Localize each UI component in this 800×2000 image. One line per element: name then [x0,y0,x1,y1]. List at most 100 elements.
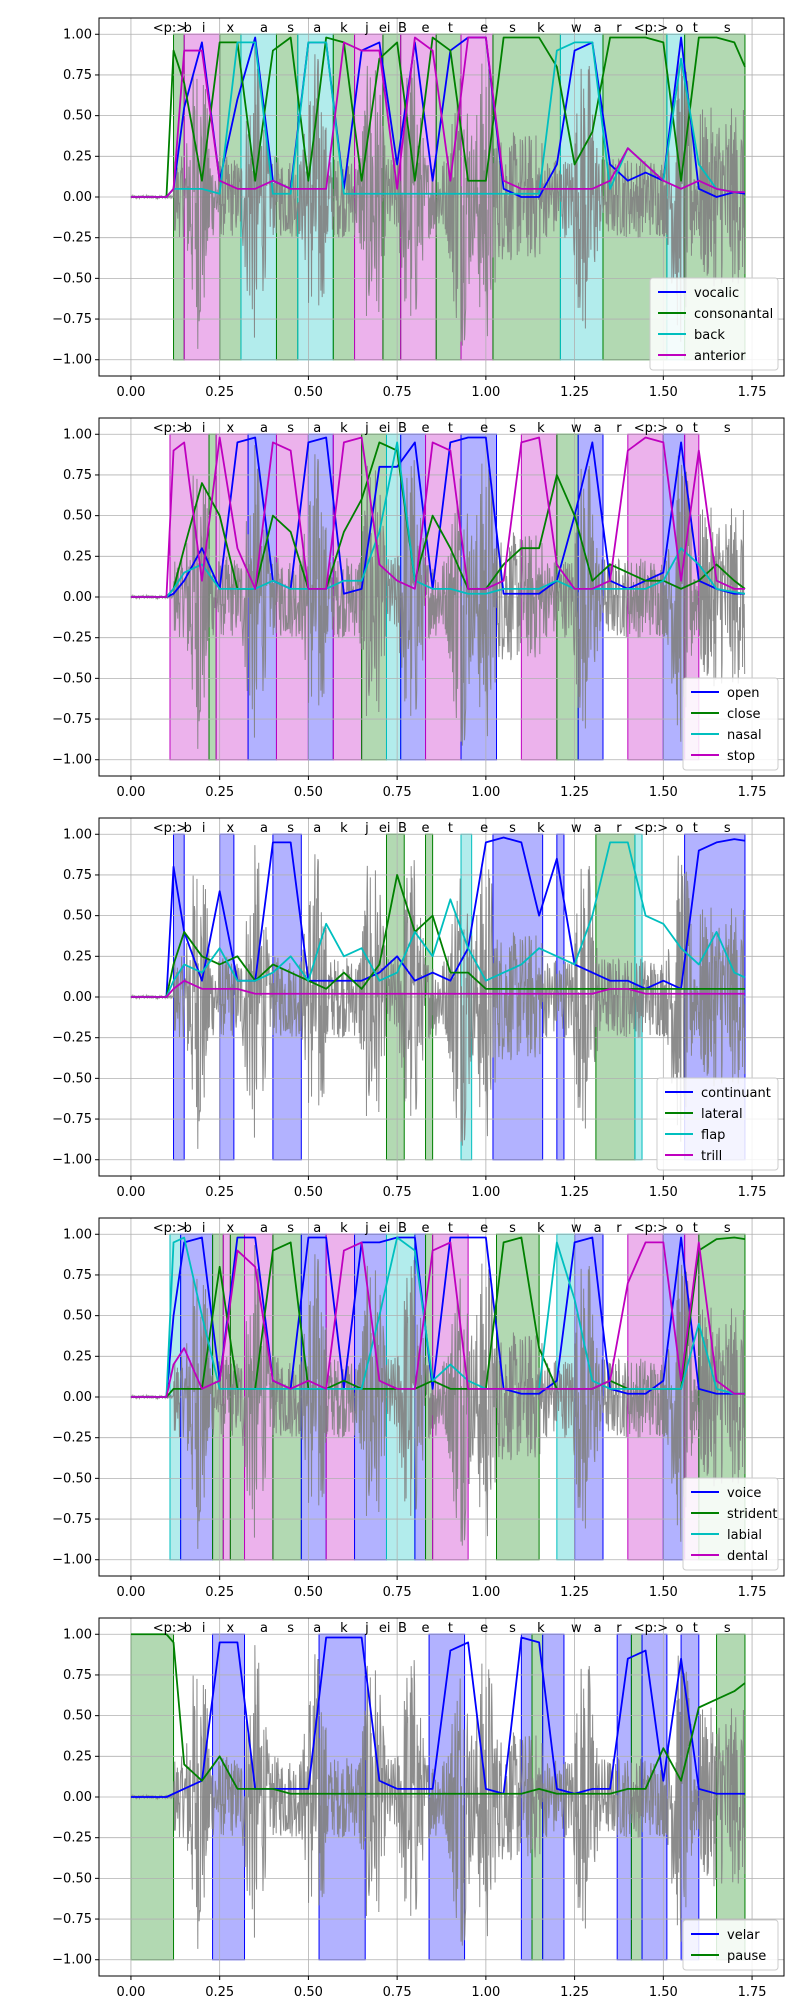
phoneme-label-19: r [616,421,622,436]
phoneme-label-6: s [287,21,294,36]
legend-label-vocalic: vocalic [694,286,739,301]
phoneme-label-2: b [184,421,192,436]
x-tick-label-1: 0.25 [205,385,234,400]
phoneme-label-15: s [509,1221,516,1236]
x-tick-label-7: 1.75 [738,785,767,800]
y-tick-label-0: −1.00 [52,1953,92,1968]
phoneme-label-4: x [226,1621,234,1636]
phoneme-label-17: w [571,1621,582,1636]
y-tick-label-0: −1.00 [52,753,92,768]
phoneme-label-18: a [594,421,602,436]
phoneme-label-6: s [287,821,294,836]
series-velar [130,1636,745,1798]
phoneme-label-21: o [675,21,683,36]
phoneme-label-13: t [448,1621,453,1636]
phoneme-label-21: o [675,821,683,836]
y-tick-label-7: 0.75 [63,468,92,483]
phoneme-label-2: b [184,21,192,36]
waveform [130,1245,746,1549]
legend-label-stop: stop [727,749,755,764]
x-tick-label-0: 0.00 [116,1185,145,1200]
phoneme-label-16: k [537,1621,545,1636]
legend: voice strident labial dental [682,1477,779,1571]
phoneme-label-7: a [313,1221,321,1236]
y-tick-label-3: −0.25 [52,631,92,646]
x-tick-label-1: 0.25 [205,1185,234,1200]
phoneme-label-14: e [480,21,488,36]
x-tick-label-1: 0.25 [205,785,234,800]
x-tick-label-3: 0.75 [383,1185,412,1200]
series-trill [130,979,745,998]
phoneme-label-14: e [480,1621,488,1636]
x-tick-label-1: 0.25 [205,1585,234,1600]
phoneme-label-21: o [675,1221,683,1236]
y-tick-label-6: 0.50 [63,509,92,524]
phoneme-label-6: s [287,1621,294,1636]
legend-label-back: back [694,328,725,343]
x-tick-label-2: 0.50 [294,1985,323,2000]
y-tick-label-5: 0.25 [63,1749,92,1764]
phoneme-label-22: t [693,1621,698,1636]
phoneme-label-13: t [448,821,453,836]
phoneme-label-5: a [260,821,268,836]
x-tick-label-2: 0.50 [294,1185,323,1200]
phoneme-label-15: s [509,421,516,436]
legend-label-consonantal: consonantal [694,307,773,322]
x-tick-label-3: 0.75 [383,1585,412,1600]
phoneme-label-12: e [422,421,430,436]
legend: open close nasal stop [682,677,779,771]
y-tick-label-6: 0.50 [63,109,92,124]
series-labial [130,1236,745,1398]
phoneme-label-1: <p:> [153,821,187,836]
series-dental [130,1241,745,1398]
phoneme-label-16: k [537,421,545,436]
subplot-5: −1.00 −0.75 −0.50 −0.25 0.00 0.25 0.50 0.75 1.00… [52,1617,785,2000]
phoneme-label-11: B [398,21,407,36]
x-tick-label-6: 1.50 [649,1585,678,1600]
phoneme-label-3: i [202,1221,206,1236]
phoneme-label-20: <p:> [634,821,668,836]
phoneme-label-11: B [398,1221,407,1236]
x-tick-label-5: 1.25 [560,785,589,800]
x-tick-label-6: 1.50 [649,385,678,400]
legend: velar pause [682,1919,779,1971]
phoneme-label-18: a [594,1621,602,1636]
phoneme-label-7: a [313,21,321,36]
phoneme-label-17: w [571,21,582,36]
phoneme-label-1: <p:> [153,421,187,436]
legend-box [682,1919,779,1971]
phoneme-label-1: <p:> [153,1621,187,1636]
y-tick-label-6: 0.50 [63,1309,92,1324]
phoneme-label-11: B [398,421,407,436]
x-tick-label-6: 1.50 [649,1185,678,1200]
legend-label-open: open [727,686,759,701]
legend-label-dental: dental [727,1549,768,1564]
phoneme-label-10: ei [379,821,391,836]
y-tick-label-7: 0.75 [63,868,92,883]
legend-box [656,1077,779,1171]
phoneme-label-5: a [260,1221,268,1236]
phoneme-label-10: ei [379,1221,391,1236]
legend-label-anterior: anterior [694,349,746,364]
y-tick-label-5: 0.25 [63,1349,92,1364]
phoneme-label-9: j [364,821,369,836]
phoneme-label-22: t [693,21,698,36]
phoneme-label-12: e [422,1621,430,1636]
phoneme-label-23: s [724,421,731,436]
subplot-2: −1.00 −0.75 −0.50 −0.25 0.00 0.25 0.50 0.75 1.00… [52,417,785,800]
y-tick-label-5: 0.25 [63,949,92,964]
y-tick-label-3: −0.25 [52,1431,92,1446]
phoneme-label-13: t [448,421,453,436]
x-tick-label-0: 0.00 [116,385,145,400]
y-tick-label-3: −0.25 [52,1031,92,1046]
phoneme-label-6: s [287,421,294,436]
x-tick-label-6: 1.50 [649,1985,678,2000]
y-tick-label-1: −0.75 [52,1512,92,1527]
y-tick-label-1: −0.75 [52,1912,92,1927]
y-tick-label-2: −0.50 [52,671,92,686]
phoneme-label-16: k [537,821,545,836]
phoneme-label-5: a [260,421,268,436]
y-tick-label-4: 0.00 [63,1390,92,1405]
phoneme-label-21: o [675,421,683,436]
phoneme-label-23: s [724,21,731,36]
